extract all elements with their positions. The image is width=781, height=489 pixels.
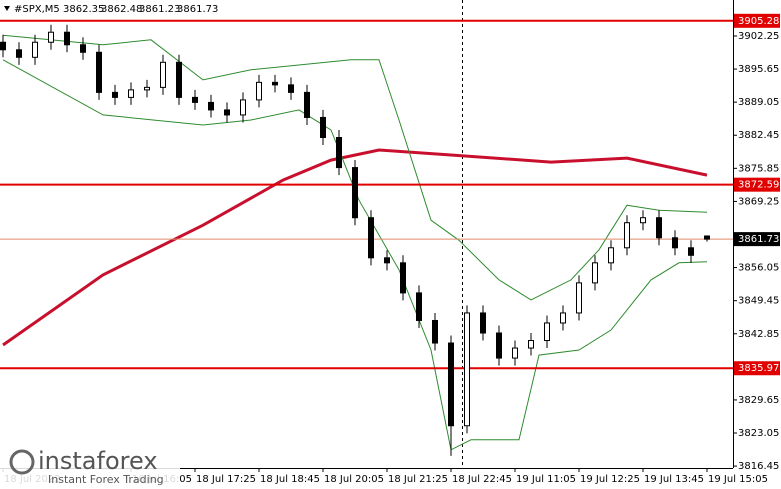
header: #SPX,M5 3862.35 3862.48 3861.23 3861.73	[4, 4, 218, 15]
candle-body	[160, 61, 166, 88]
symbol: #SPX,M5	[14, 4, 60, 15]
y-tick-label: 3895.65	[738, 64, 779, 75]
candle-body	[288, 84, 294, 93]
candle-body	[464, 312, 470, 427]
candle-body	[512, 347, 518, 359]
candle-body	[432, 319, 438, 344]
close-value: 3861.73	[177, 4, 218, 15]
candle-body	[480, 312, 486, 334]
candle-body	[320, 116, 326, 139]
y-tick-label: 3816.45	[738, 461, 779, 472]
indicator-line	[2, 148, 708, 347]
open-value: 3862.35	[63, 4, 104, 15]
candle-body	[544, 322, 550, 342]
watermark-tagline: Instant Forex Trading	[48, 473, 164, 486]
candle-body	[192, 96, 198, 103]
plot-area	[0, 19, 733, 456]
candle-body	[256, 81, 262, 101]
candle-body	[304, 91, 310, 118]
x-tick-label: 19 Jul 13:45	[644, 474, 704, 485]
candle-body	[400, 262, 406, 294]
y-tick-label: 3829.65	[738, 395, 779, 406]
x-tick-label: 18 Jul 21:25	[388, 474, 448, 485]
candle-body	[608, 247, 614, 264]
watermark-bg	[0, 444, 180, 489]
candle-body	[704, 235, 710, 240]
candle-body	[176, 61, 182, 98]
x-tick-label: 18 Jul 18:45	[260, 474, 320, 485]
candle-body	[80, 44, 86, 53]
x-tick-label: 18 Jul 17:25	[196, 474, 256, 485]
high-value: 3862.48	[101, 4, 142, 15]
candle-body	[112, 91, 118, 98]
y-tick-label: 3889.05	[738, 97, 779, 108]
candle-body	[624, 222, 630, 249]
candle-body	[48, 31, 54, 43]
candle-body	[0, 41, 6, 51]
candle-body	[368, 217, 374, 259]
y-tick-label: 3842.85	[738, 329, 779, 340]
y-tick-label: 3869.25	[738, 196, 779, 207]
candle-body	[64, 31, 70, 46]
candle-body	[496, 332, 502, 359]
level-label: 3835.97	[738, 363, 779, 374]
watermark-brand: instaforex	[38, 447, 158, 475]
candle-body	[128, 89, 134, 98]
header-icon	[4, 6, 10, 11]
candle-body	[352, 167, 358, 219]
candle-body	[560, 312, 566, 324]
candle-body	[576, 282, 582, 314]
x-tick-label: 18 Jul 20:05	[324, 474, 384, 485]
candle-body	[528, 340, 534, 349]
x-tick-label: 18 Jul 22:45	[452, 474, 512, 485]
low-value: 3861.23	[139, 4, 180, 15]
candle-body	[96, 51, 102, 93]
candle-body	[336, 137, 342, 169]
level-tag	[734, 361, 780, 376]
candle-body	[448, 342, 454, 427]
level-tag	[734, 177, 780, 192]
candle-body	[208, 101, 214, 111]
candle-body	[16, 49, 22, 58]
price-label: 3861.73	[738, 234, 779, 245]
y-tick-label: 3902.25	[738, 31, 779, 42]
level-label: 3872.59	[738, 180, 779, 191]
candle-body	[32, 41, 38, 58]
x-tick-label: 19 Jul 15:05	[708, 474, 768, 485]
candle-body	[672, 237, 678, 249]
watermark-logo	[9, 449, 35, 475]
candle-body	[592, 262, 598, 284]
candle-body	[384, 257, 390, 264]
candle-body	[272, 81, 278, 86]
level-label: 3905.28	[738, 16, 779, 27]
y-tick-label: 3849.45	[738, 296, 779, 307]
candle-body	[640, 217, 646, 224]
y-tick-label: 3856.05	[738, 263, 779, 274]
indicator-line	[2, 34, 708, 301]
candle-body	[224, 109, 230, 116]
candle-body	[144, 86, 150, 91]
candle-body	[656, 217, 662, 239]
x-tick-label: 19 Jul 11:05	[516, 474, 576, 485]
x-tick-label: 19 Jul 12:25	[580, 474, 640, 485]
candle-body	[416, 292, 422, 321]
y-tick-label: 3882.45	[738, 130, 779, 141]
price-tag	[734, 232, 780, 247]
y-tick-label: 3823.05	[738, 428, 779, 439]
y-tick-label: 3875.85	[738, 163, 779, 174]
candle-body	[240, 99, 246, 116]
candle-body	[688, 247, 694, 256]
level-tag	[734, 13, 780, 28]
watermark: instaforex Instant Forex Trading	[0, 444, 180, 489]
